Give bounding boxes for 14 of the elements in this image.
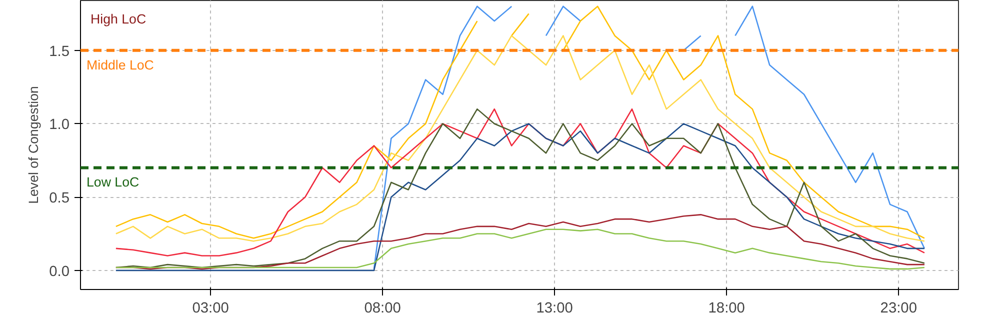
ref-line-label: Low LoC	[86, 174, 140, 190]
x-tick-label: 03:00	[192, 300, 229, 316]
annotation: High LoC	[90, 12, 146, 26]
y-tick-label: 1.5	[49, 44, 70, 60]
x-tick-label: 23:00	[880, 300, 917, 316]
line-series	[115, 228, 926, 270]
x-tick-label: 08:00	[364, 300, 401, 316]
y-tick-label: 0.0	[49, 264, 70, 280]
x-tick-label: 18:00	[708, 300, 745, 316]
y-tick-label: 1.0	[49, 117, 70, 134]
y-axis-title: Level of Congestion	[26, 86, 42, 204]
ref-line-label: Middle LoC	[86, 57, 154, 72]
x-tick-label: 13:00	[536, 300, 573, 316]
y-tick-label: 0.5	[49, 190, 70, 207]
